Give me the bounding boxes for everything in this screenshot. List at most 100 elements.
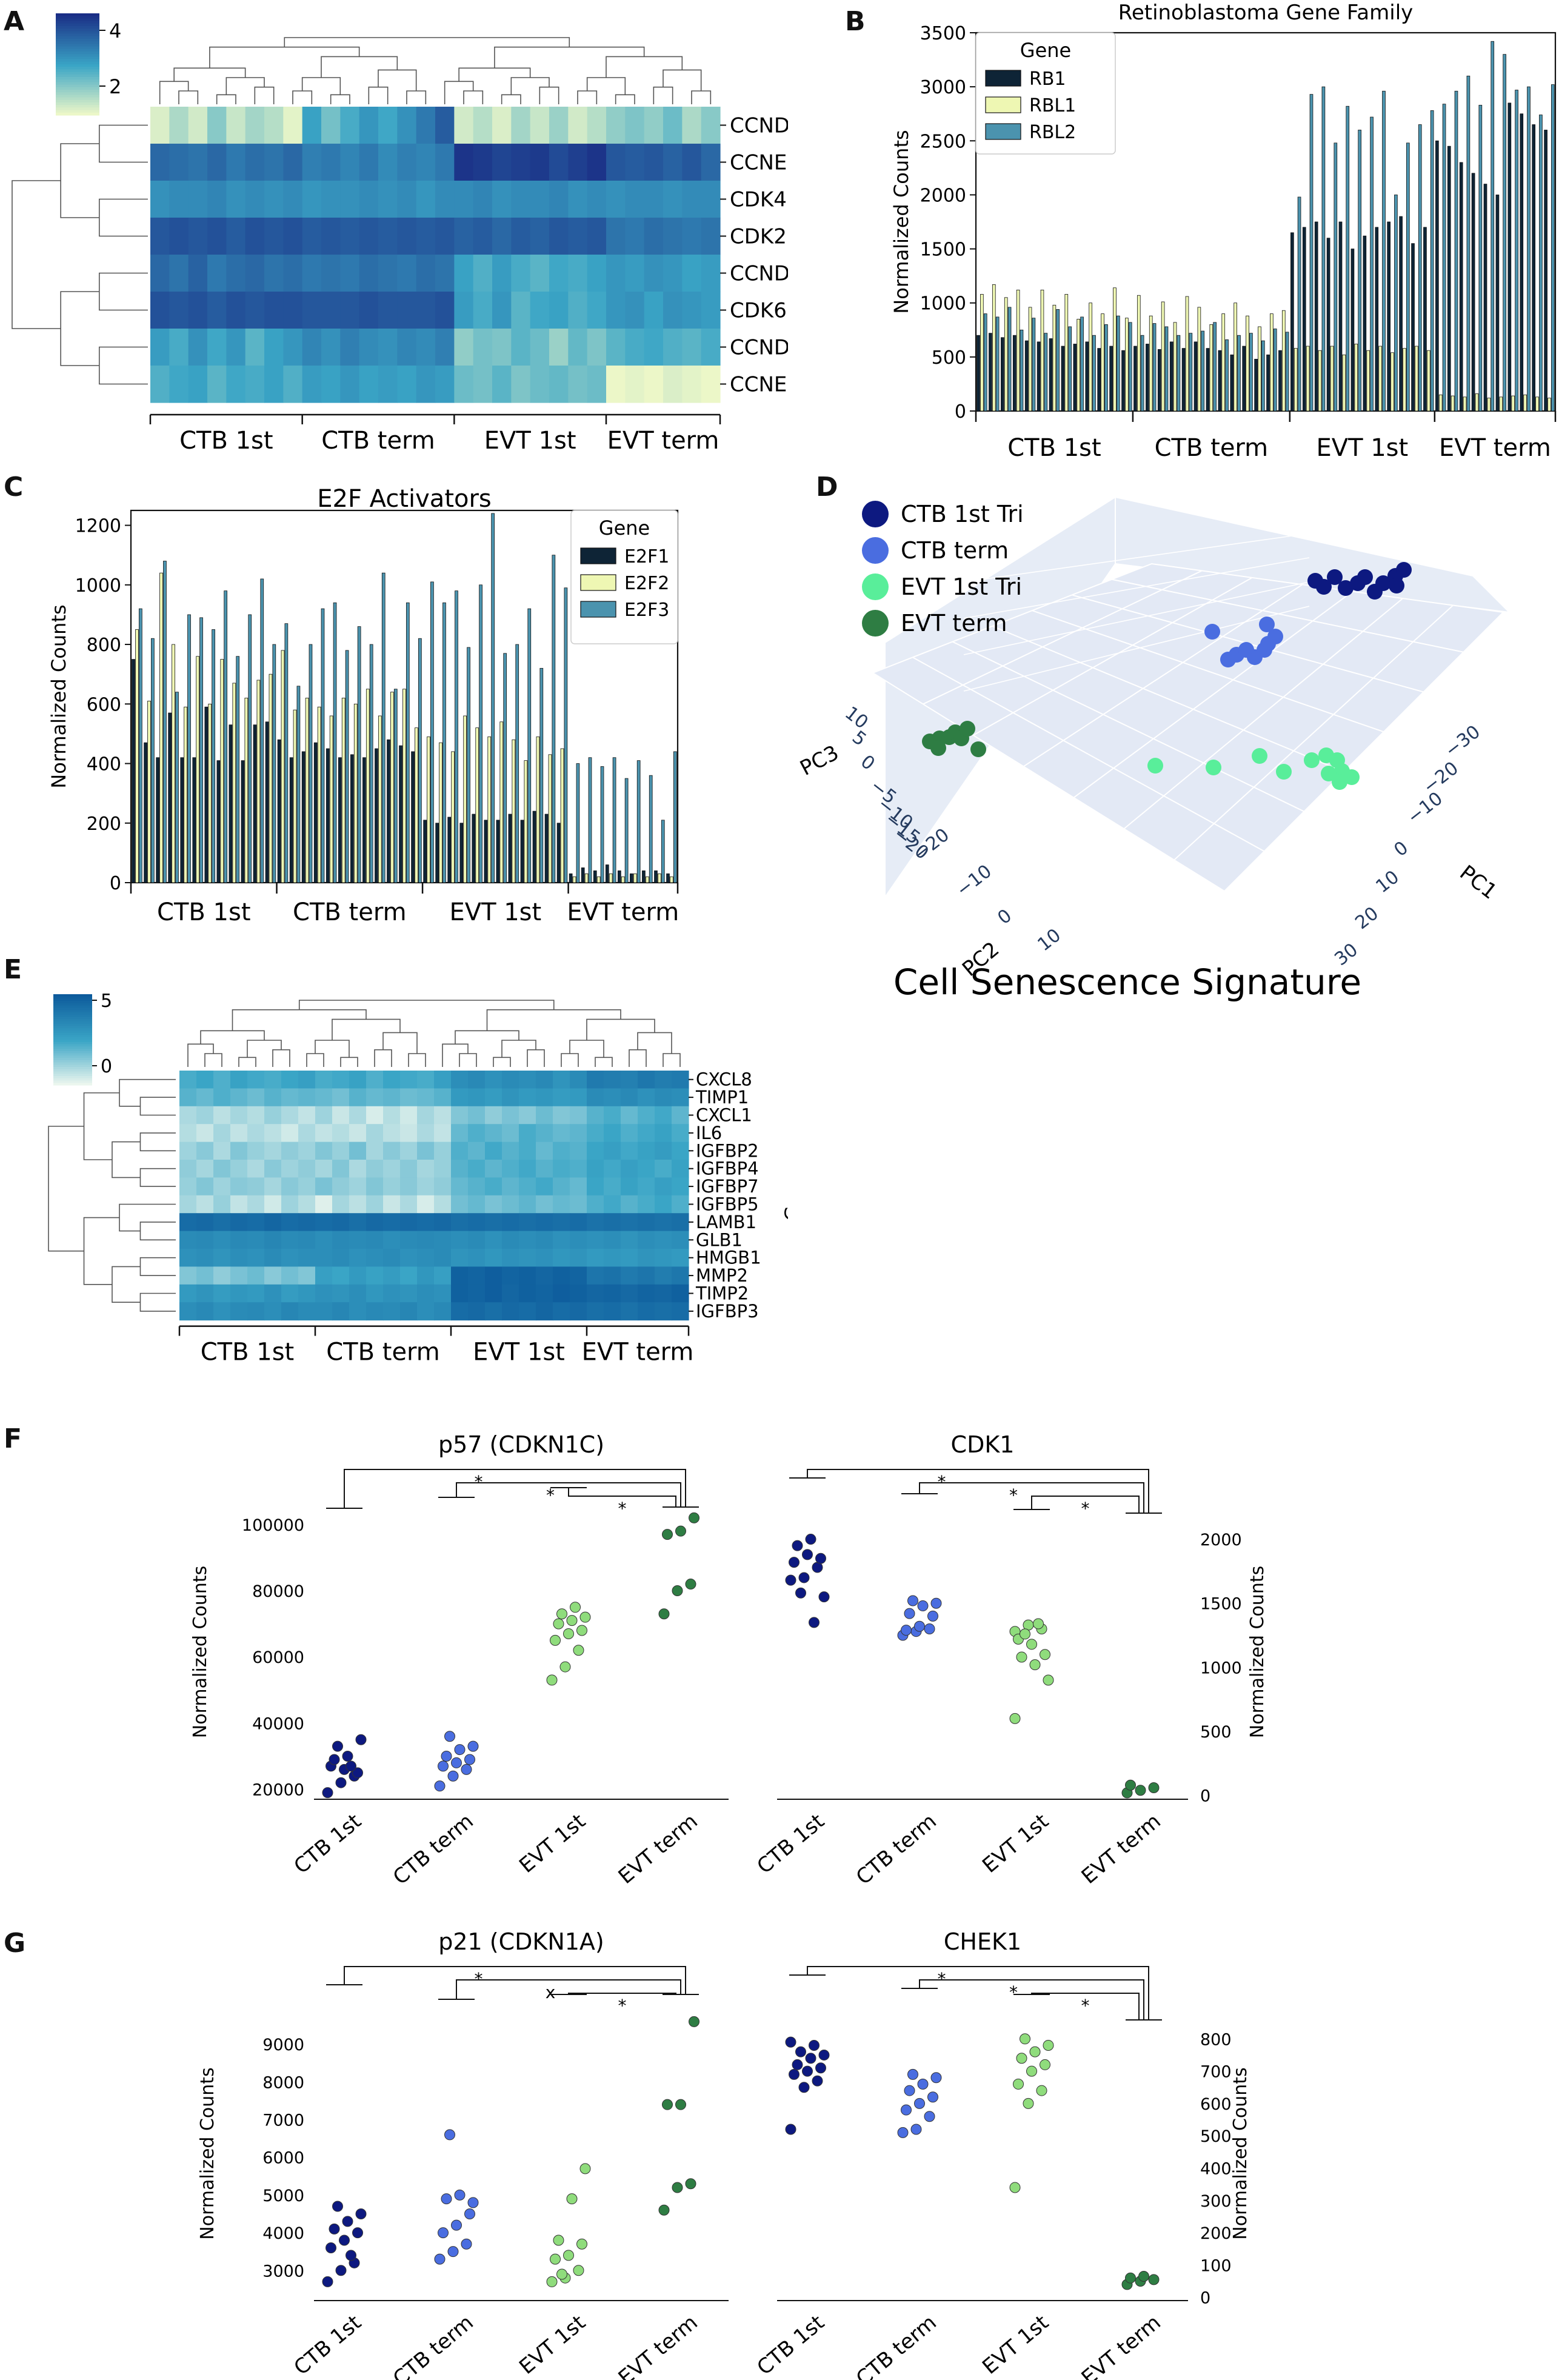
- heatmap-cell: [536, 1177, 553, 1196]
- column-dendrogram-branch: [527, 1049, 545, 1067]
- heatmap-cell: [434, 1249, 452, 1267]
- heatmap-cell: [383, 1071, 401, 1089]
- heatmap-cell: [315, 1302, 333, 1321]
- bar-e2f2: [208, 703, 212, 883]
- heatmap-cell: [417, 1160, 435, 1178]
- group-label: CTB 1st: [157, 898, 251, 926]
- sig-bracket: [1013, 1496, 1140, 1513]
- heatmap-cell: [606, 107, 626, 144]
- data-point: [675, 2099, 686, 2110]
- bar-rb1: [1411, 243, 1415, 412]
- heatmap-cell: [383, 1249, 401, 1267]
- heatmap-cell: [655, 1195, 672, 1214]
- y-tick-label: 800: [87, 635, 121, 656]
- heatmap-cell: [281, 1249, 299, 1267]
- gene-label: CCND3: [730, 262, 788, 286]
- heatmap-cell: [663, 366, 683, 403]
- heatmap-cell: [264, 1195, 282, 1214]
- heatmap-cell: [492, 366, 512, 403]
- heatmap-cell: [349, 1195, 367, 1214]
- heatmap-cell: [587, 1071, 604, 1089]
- heatmap-cell: [568, 366, 588, 403]
- bar-e2f1: [192, 757, 196, 883]
- gene-label: CDK4: [730, 188, 787, 212]
- bar-e2f2: [341, 698, 346, 883]
- heatmap-cell: [247, 1195, 265, 1214]
- data-point: [576, 1625, 587, 1636]
- heatmap-cell: [213, 1071, 231, 1089]
- bar-rbl2: [1140, 335, 1144, 412]
- pca-point: [930, 740, 946, 756]
- bar-e2f3: [260, 578, 264, 883]
- heatmap-cell: [434, 1177, 452, 1196]
- row-dendrogram-branch: [83, 1092, 120, 1160]
- heatmap-cell: [473, 144, 493, 181]
- heatmap-cell: [226, 292, 246, 329]
- chart-title: CDK1: [951, 1431, 1015, 1458]
- grid-line: [1073, 590, 1354, 798]
- heatmap-cell: [315, 1213, 333, 1232]
- heatmap-cell: [340, 218, 360, 255]
- heatmap-cell: [435, 292, 455, 329]
- heatmap-cell: [672, 1177, 689, 1196]
- bar-e2f2: [244, 698, 249, 883]
- heatmap-cell: [196, 1249, 214, 1267]
- y-tick-label: 200: [87, 814, 121, 835]
- heatmap-cell: [196, 1160, 214, 1178]
- legend-label: E2F1: [624, 546, 669, 567]
- row-dendrogram-branch: [139, 1222, 176, 1241]
- heatmap-cell: [359, 218, 379, 255]
- sig-marker: *: [1081, 1996, 1090, 2016]
- heatmap-cell: [169, 107, 189, 144]
- heatmap-cell: [587, 1088, 604, 1107]
- heatmap-cell: [213, 1231, 231, 1249]
- heatmap-cell: [245, 181, 265, 218]
- heatmap-cell: [454, 181, 474, 218]
- data-point: [461, 1763, 472, 1775]
- row-dendrogram-branch: [119, 1203, 176, 1232]
- heatmap-cell: [587, 181, 607, 218]
- bar-rbl1: [992, 284, 996, 412]
- heatmap-cell: [366, 1071, 384, 1089]
- heatmap-cell: [451, 1071, 469, 1089]
- heatmap-cell: [281, 1177, 299, 1196]
- heatmap-cell: [207, 181, 227, 218]
- data-point: [322, 1787, 333, 1799]
- bar-rb1: [1193, 341, 1198, 412]
- x-tick-label: CTB term: [852, 2310, 941, 2380]
- heatmap-cell: [207, 218, 227, 255]
- heatmap-cell: [604, 1177, 621, 1196]
- heatmap-cell: [434, 1266, 452, 1285]
- heatmap-cell: [340, 107, 360, 144]
- bar-e2f3: [345, 650, 349, 883]
- heatmap-cell: [188, 292, 208, 329]
- heatmap-cell: [621, 1142, 638, 1160]
- heatmap-cell: [606, 144, 626, 181]
- bar-rbl1: [1451, 395, 1455, 412]
- heatmap-cell: [179, 1106, 197, 1125]
- heatmap-cell: [281, 1124, 299, 1143]
- bar-e2f3: [357, 626, 361, 883]
- heatmap-cell: [213, 1249, 231, 1267]
- bar-rbl1: [1378, 346, 1382, 412]
- heatmap-cell: [196, 1124, 214, 1143]
- x-tick-label: EVT 1st: [978, 2310, 1053, 2379]
- heatmap-cell: [435, 107, 455, 144]
- bar-rbl1: [1294, 348, 1298, 412]
- colorbar-segment: [53, 1074, 92, 1077]
- bar-e2f1: [301, 751, 305, 883]
- heatmap-cell: [451, 1088, 469, 1107]
- pca-point: [1204, 624, 1220, 640]
- heatmap-cell: [621, 1213, 638, 1232]
- column-dendrogram-branch: [209, 46, 360, 69]
- heatmap-cell: [321, 144, 341, 181]
- heatmap-cell: [298, 1213, 316, 1232]
- y-tick-label: 0: [955, 401, 966, 423]
- heatmap-cell: [196, 1213, 214, 1232]
- colorbar-segment: [56, 74, 99, 78]
- heatmap-cell: [502, 1071, 519, 1089]
- heatmap-cell: [366, 1195, 384, 1214]
- bar-e2f2: [524, 760, 528, 883]
- data-point: [907, 1595, 918, 1606]
- heatmap-cell: [417, 1142, 435, 1160]
